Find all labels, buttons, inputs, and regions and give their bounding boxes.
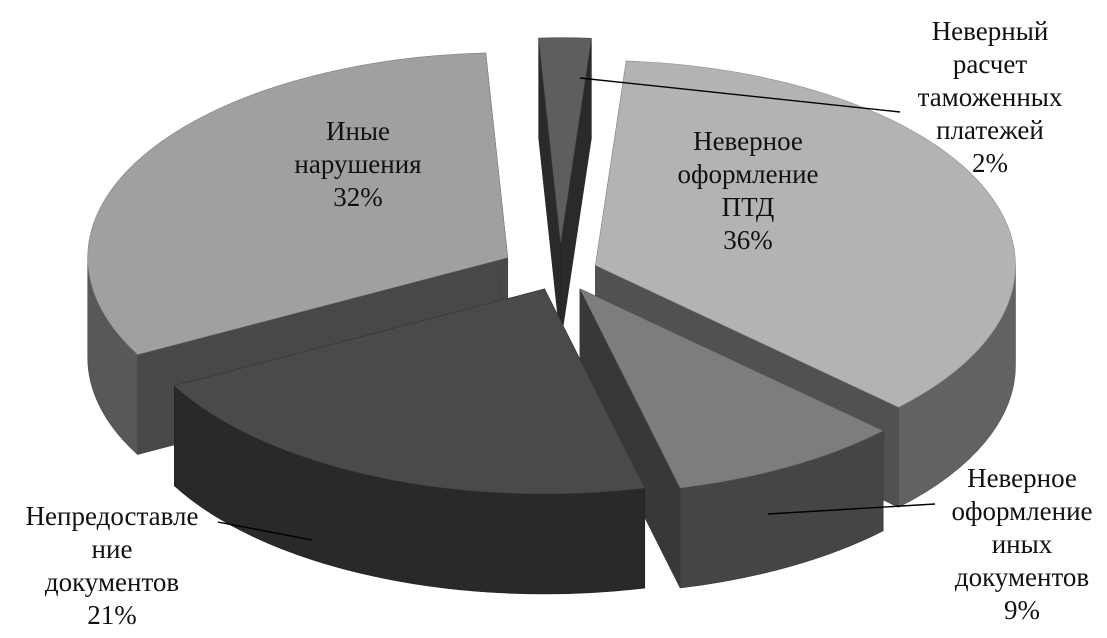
pie-slice-top (595, 60, 1016, 408)
pie-slice-top (579, 288, 884, 489)
slice-label-line: Неверное (967, 463, 1077, 493)
slice-label-line: оформление (677, 159, 818, 189)
slice-percent: 32% (333, 182, 383, 212)
pie-slice-top (173, 288, 646, 495)
pie-slice (579, 288, 884, 589)
slice-label-line: нарушения (294, 149, 421, 179)
slice-label-line: иных (992, 529, 1053, 559)
slice-label-line: ПТД (722, 192, 775, 222)
leader-line (579, 77, 901, 113)
slice-label: Неверное оформление ПТД 36% (677, 126, 818, 255)
slice-label: Непредоставле ние документов 21% (26, 501, 199, 630)
slice-percent: 2% (972, 148, 1008, 178)
leader-lines (217, 77, 936, 541)
slice-label-line: Неверное (693, 126, 803, 156)
slice-label-line: расчет (953, 49, 1027, 79)
pie-slice (538, 37, 592, 343)
slice-percent: 21% (87, 600, 137, 630)
slice-label-line: документов (955, 562, 1089, 592)
slice-label: Иные нарушения 32% (294, 116, 421, 212)
slice-label-line: ние (92, 534, 133, 564)
slice-label-line: платежей (936, 115, 1044, 145)
slices-layer (87, 37, 1016, 595)
slice-label: Неверное оформление иных документов 9% (951, 463, 1092, 625)
pie-slice-top (538, 37, 592, 243)
slice-label-line: Иные (326, 116, 390, 146)
slice-label-line: оформление (951, 496, 1092, 526)
leader-line (767, 503, 936, 515)
slice-label: Неверный расчет таможенных платежей 2% (918, 16, 1063, 178)
slice-label-line: документов (45, 567, 179, 597)
slice-label-line: Непредоставле (26, 501, 199, 531)
slice-percent: 36% (723, 225, 773, 255)
pie-slice (173, 288, 646, 595)
slice-percent: 9% (1004, 595, 1040, 625)
pie-slice-top (87, 52, 509, 355)
slice-label-line: таможенных (918, 82, 1063, 112)
leader-line (217, 521, 313, 541)
slice-label-line: Неверный (932, 16, 1049, 46)
labels-layer: Неверный расчет таможенных платежей 2%Неверн… (26, 16, 1093, 630)
